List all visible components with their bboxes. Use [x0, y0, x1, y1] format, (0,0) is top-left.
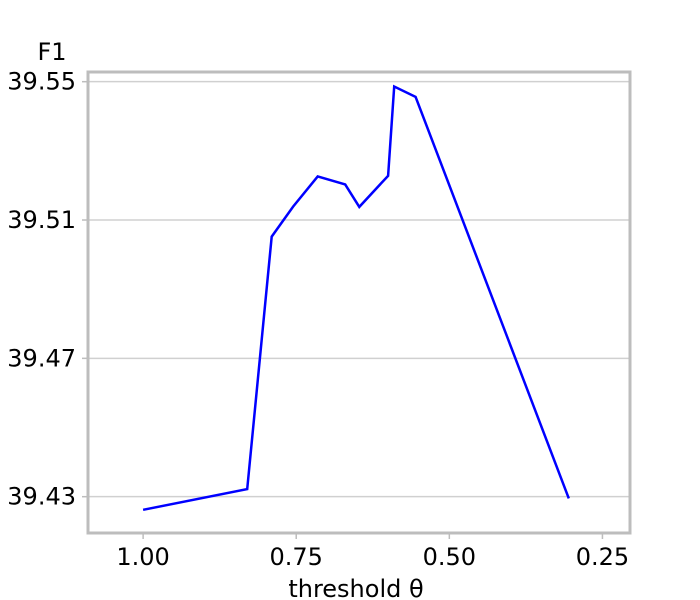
y-tick-label: 39.47	[7, 344, 76, 372]
y-axis-label: F1	[37, 38, 66, 66]
y-axis: 39.43 39.47 39.51 39.55	[7, 68, 88, 511]
gridlines	[88, 80, 630, 498]
plot-area	[142, 84, 570, 512]
x-axis-label: threshold θ	[288, 575, 423, 600]
x-tick-label: 0.25	[576, 543, 629, 571]
plot-frame	[86, 70, 632, 535]
x-tick-label: 0.50	[423, 543, 476, 571]
y-tick-label: 39.55	[7, 68, 76, 96]
y-tick-label: 39.51	[7, 206, 76, 234]
x-tick-label: 1.00	[116, 543, 169, 571]
series-line	[142, 84, 570, 512]
y-tick-label: 39.43	[7, 483, 76, 511]
x-tick-label: 0.75	[270, 543, 323, 571]
x-axis: 1.00 0.75 0.50 0.25	[116, 533, 629, 571]
